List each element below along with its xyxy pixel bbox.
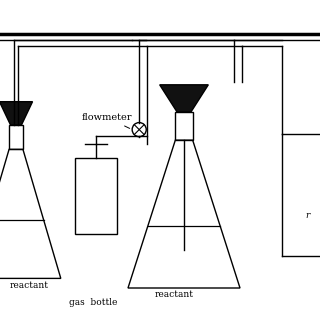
Bar xyxy=(75,158,117,234)
Circle shape xyxy=(132,123,146,137)
Polygon shape xyxy=(160,85,208,112)
Text: reactant: reactant xyxy=(9,281,48,290)
Text: gas  bottle: gas bottle xyxy=(68,298,117,307)
Text: r: r xyxy=(306,212,310,220)
Polygon shape xyxy=(0,102,33,125)
Text: flowmeter: flowmeter xyxy=(82,113,132,128)
Text: reactant: reactant xyxy=(155,290,194,299)
